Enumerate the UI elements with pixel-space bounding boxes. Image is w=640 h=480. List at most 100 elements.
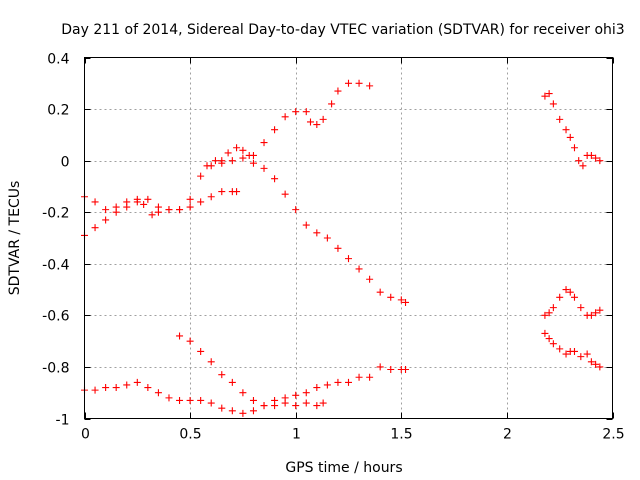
data-point xyxy=(211,157,219,165)
data-point xyxy=(545,335,553,343)
data-point xyxy=(549,100,557,108)
data-point xyxy=(165,206,173,214)
data-point xyxy=(306,118,314,126)
data-point xyxy=(366,82,374,90)
data-point xyxy=(328,100,336,108)
data-point xyxy=(366,275,374,283)
data-point xyxy=(123,381,131,389)
data-point xyxy=(556,115,564,123)
data-point xyxy=(228,378,236,386)
data-point xyxy=(570,144,578,152)
data-point xyxy=(207,193,215,201)
y-tick-label: -0.4 xyxy=(42,258,69,274)
data-point xyxy=(91,386,99,394)
data-point xyxy=(271,402,279,410)
chart-title: Day 211 of 2014, Sidereal Day-to-day VTE… xyxy=(61,22,624,38)
data-point xyxy=(176,206,184,214)
y-tick-label: 0 xyxy=(61,155,70,171)
y-tick-label: -0.6 xyxy=(42,309,69,325)
data-point xyxy=(197,172,205,180)
data-point xyxy=(319,115,327,123)
data-point xyxy=(387,293,395,301)
data-point xyxy=(334,244,342,252)
data-point xyxy=(144,384,152,392)
y-tick-label: -0.8 xyxy=(42,361,69,377)
data-point xyxy=(566,133,574,141)
data-point xyxy=(260,139,268,147)
x-tick-label: 1.5 xyxy=(390,427,412,443)
data-point xyxy=(218,404,226,412)
data-point xyxy=(313,229,321,237)
data-point xyxy=(233,144,241,152)
data-point xyxy=(323,234,331,242)
data-point xyxy=(292,108,300,116)
axis-ticks xyxy=(84,57,614,420)
data-point xyxy=(154,203,162,211)
data-series xyxy=(176,332,327,410)
data-point xyxy=(302,108,310,116)
data-point xyxy=(239,154,247,162)
data-point xyxy=(133,378,141,386)
data-point xyxy=(302,221,310,229)
data-point xyxy=(319,399,327,407)
data-point xyxy=(577,304,585,312)
data-point xyxy=(154,389,162,397)
data-point xyxy=(249,159,257,167)
data-series xyxy=(541,90,604,170)
data-point xyxy=(102,216,110,224)
data-point xyxy=(302,399,310,407)
data-point xyxy=(402,366,410,374)
data-point xyxy=(397,296,405,304)
data-point xyxy=(570,347,578,355)
grid-lines xyxy=(84,57,613,419)
data-point xyxy=(334,378,342,386)
data-point xyxy=(197,396,205,404)
data-point xyxy=(387,366,395,374)
data-point xyxy=(541,329,549,337)
data-point xyxy=(549,340,557,348)
data-point xyxy=(596,157,604,165)
x-tick-label: 2.5 xyxy=(602,427,624,443)
data-point xyxy=(562,126,570,134)
data-point xyxy=(271,126,279,134)
data-point xyxy=(549,304,557,312)
data-point xyxy=(545,90,553,98)
data-point xyxy=(556,293,564,301)
data-point xyxy=(355,79,363,87)
data-point xyxy=(186,337,194,345)
data-point xyxy=(545,309,553,317)
x-axis-label: GPS time / hours xyxy=(285,460,402,476)
data-series xyxy=(81,79,374,239)
y-tick-label: -1 xyxy=(56,413,70,429)
data-point xyxy=(541,311,549,319)
data-point xyxy=(186,195,194,203)
data-point xyxy=(228,407,236,415)
data-series xyxy=(541,286,604,319)
data-point xyxy=(587,358,595,366)
data-point xyxy=(260,164,268,172)
data-point xyxy=(313,384,321,392)
data-point xyxy=(144,195,152,203)
data-point xyxy=(402,298,410,306)
data-point xyxy=(249,396,257,404)
data-point xyxy=(186,396,194,404)
data-point xyxy=(239,409,247,417)
data-point xyxy=(281,113,289,121)
data-point xyxy=(592,154,600,162)
data-point xyxy=(302,389,310,397)
x-tick-label: 2 xyxy=(503,427,512,443)
data-point xyxy=(102,384,110,392)
data-point xyxy=(592,360,600,368)
data-point xyxy=(587,151,595,159)
data-point xyxy=(233,188,241,196)
data-point xyxy=(577,353,585,361)
data-point xyxy=(148,211,156,219)
data-point xyxy=(596,306,604,314)
data-point xyxy=(313,121,321,129)
data-point xyxy=(292,206,300,214)
y-tick-labels: -1 -0.8 -0.6 -0.4 -0.2 0 0.2 0.4 xyxy=(42,52,69,429)
data-point xyxy=(207,358,215,366)
data-point xyxy=(292,391,300,399)
data-point xyxy=(176,332,184,340)
